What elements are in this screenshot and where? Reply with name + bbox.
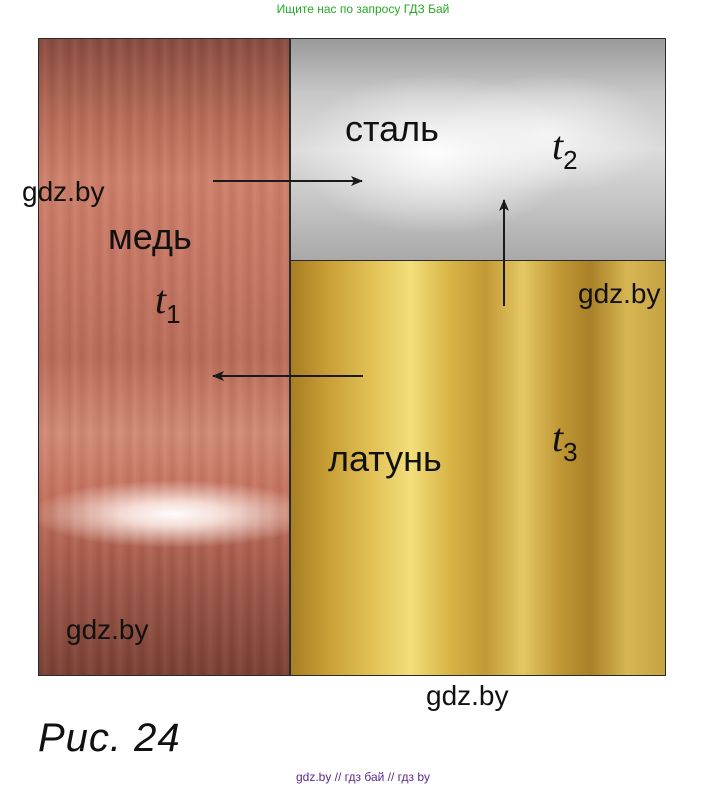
brass-label: латунь xyxy=(328,438,442,479)
copper-temp-index: 1 xyxy=(166,299,181,329)
steel-temp-index: 2 xyxy=(563,145,578,175)
brass-block xyxy=(290,260,666,676)
brass-temp-index: 3 xyxy=(563,437,578,467)
top-banner-link[interactable]: Ищите нас по запросу ГДЗ Бай xyxy=(276,2,450,16)
steel-temperature: t2 xyxy=(552,122,578,176)
brass-temp-symbol: t xyxy=(552,415,564,460)
figure-caption: Рис. 24 xyxy=(38,716,181,760)
brass-temperature: t3 xyxy=(552,414,578,468)
watermark: gdz.by xyxy=(578,278,661,309)
watermark: gdz.by xyxy=(22,176,105,207)
bottom-banner-link[interactable]: gdz.by // гдз бай // гдз by xyxy=(295,770,431,784)
steel-temp-symbol: t xyxy=(552,123,564,168)
copper-temp-symbol: t xyxy=(155,277,167,322)
watermark: gdz.by xyxy=(66,614,149,645)
copper-temperature: t1 xyxy=(155,276,181,330)
steel-label: сталь xyxy=(345,108,439,149)
steel-block xyxy=(290,38,666,261)
copper-label: медь xyxy=(108,216,192,257)
watermark: gdz.by xyxy=(426,680,509,711)
copper-block xyxy=(38,38,290,676)
